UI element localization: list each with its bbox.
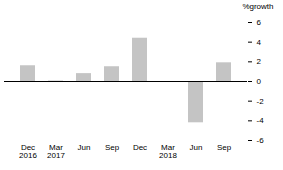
svg-text:Mar2017: Mar2017 — [47, 143, 65, 160]
svg-text:2: 2 — [257, 57, 262, 66]
svg-text:Sep: Sep — [105, 143, 120, 152]
svg-text:6: 6 — [257, 18, 262, 27]
svg-text:Dec2016: Dec2016 — [19, 143, 37, 160]
svg-text:-2: -2 — [257, 97, 265, 106]
svg-text:Jun: Jun — [78, 143, 91, 152]
svg-text:Sep: Sep — [217, 143, 232, 152]
svg-text:4: 4 — [257, 38, 262, 47]
svg-text:Dec: Dec — [133, 143, 147, 152]
svg-text:-6: -6 — [257, 136, 265, 145]
svg-text:-4: -4 — [257, 116, 265, 125]
svg-text:Jun: Jun — [190, 143, 203, 152]
svg-text:Mar2018: Mar2018 — [159, 143, 177, 160]
svg-text:%growth: %growth — [242, 2, 273, 11]
svg-text:0: 0 — [257, 77, 262, 86]
